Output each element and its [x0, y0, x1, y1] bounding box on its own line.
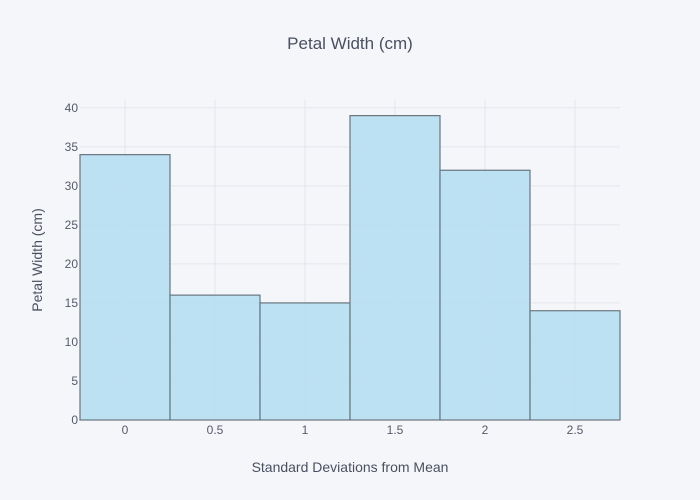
- y-tick-label: 25: [65, 218, 79, 232]
- y-tick-label: 0: [71, 413, 78, 427]
- y-tick-label: 40: [65, 101, 79, 115]
- histogram-bar: [169, 294, 261, 421]
- bars-layer: [79, 115, 621, 421]
- x-axis: 0 0.5 1 1.5 2 2.5: [122, 423, 584, 437]
- histogram-bar: [529, 310, 621, 421]
- x-tick-label: 1.5: [387, 423, 404, 437]
- y-tick-label: 35: [65, 140, 79, 154]
- histogram-bar: [79, 154, 171, 421]
- y-tick-label: 10: [65, 335, 79, 349]
- x-tick-label: 2.5: [567, 423, 584, 437]
- y-axis-title: Petal Width (cm): [29, 208, 45, 311]
- x-axis-title: Standard Deviations from Mean: [252, 459, 449, 475]
- x-tick-label: 2: [482, 423, 489, 437]
- y-tick-label: 20: [65, 257, 79, 271]
- y-tick-label: 5: [71, 374, 78, 388]
- x-tick-label: 1: [302, 423, 309, 437]
- y-axis: 0 5 10 15 20 25 30 35 40: [65, 101, 79, 427]
- y-tick-label: 30: [65, 179, 79, 193]
- histogram-bar: [259, 302, 351, 421]
- histogram-bar: [439, 169, 531, 421]
- chart-title: Petal Width (cm): [287, 34, 413, 53]
- histogram-bar: [349, 115, 441, 421]
- y-tick-label: 15: [65, 296, 79, 310]
- x-tick-label: 0: [122, 423, 129, 437]
- x-tick-label: 0.5: [207, 423, 224, 437]
